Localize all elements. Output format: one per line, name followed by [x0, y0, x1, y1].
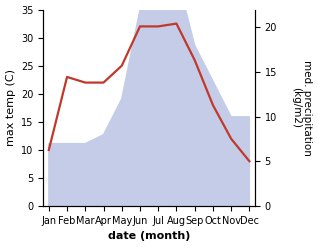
Y-axis label: med. precipitation
(kg/m2): med. precipitation (kg/m2) — [291, 60, 313, 156]
X-axis label: date (month): date (month) — [108, 231, 190, 242]
Y-axis label: max temp (C): max temp (C) — [5, 69, 16, 146]
